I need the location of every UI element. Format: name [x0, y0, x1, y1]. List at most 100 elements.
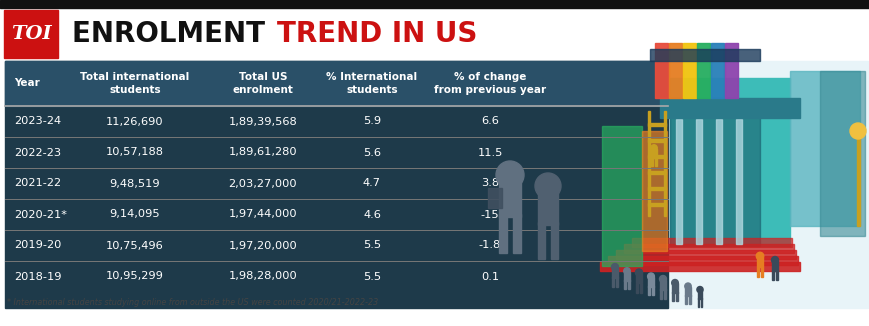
Bar — [647, 139, 666, 142]
Bar — [675, 292, 677, 301]
Bar — [647, 203, 666, 206]
Bar — [682, 43, 695, 98]
Bar — [710, 43, 723, 98]
Bar — [4, 10, 58, 58]
Text: 1,97,44,000: 1,97,44,000 — [229, 210, 297, 219]
Bar — [654, 43, 667, 98]
Circle shape — [771, 257, 778, 263]
Bar — [715, 119, 721, 244]
Bar — [498, 178, 521, 217]
Circle shape — [634, 269, 642, 276]
Bar — [635, 283, 638, 293]
Circle shape — [671, 279, 678, 286]
Bar — [631, 238, 791, 247]
Text: 5.5: 5.5 — [362, 272, 381, 281]
Text: -1.8: -1.8 — [478, 241, 501, 250]
Bar — [672, 292, 673, 301]
Text: 0.1: 0.1 — [481, 272, 499, 281]
Text: 5.9: 5.9 — [362, 116, 381, 126]
Bar — [697, 290, 701, 299]
Bar — [653, 157, 656, 166]
Text: TREND IN US: TREND IN US — [276, 20, 477, 48]
Circle shape — [647, 273, 653, 280]
Text: * International students studying online from outside the US were counted 2020/2: * International students studying online… — [7, 298, 378, 307]
Bar — [647, 277, 653, 287]
Text: 2020-21*: 2020-21* — [14, 210, 67, 219]
Text: 2023-24: 2023-24 — [14, 116, 61, 126]
Bar — [512, 214, 521, 253]
Bar — [819, 71, 864, 236]
Bar — [668, 43, 681, 98]
Bar — [685, 295, 687, 304]
Bar — [695, 119, 701, 244]
Text: 1,97,20,000: 1,97,20,000 — [229, 241, 297, 250]
Bar — [672, 284, 677, 293]
Bar — [760, 266, 762, 277]
Circle shape — [659, 275, 666, 283]
Bar — [624, 272, 629, 281]
Bar — [600, 61, 867, 308]
Bar — [0, 0, 869, 61]
Bar — [615, 250, 795, 259]
Text: 3.8: 3.8 — [481, 179, 499, 188]
Bar — [600, 262, 799, 271]
Bar — [696, 43, 709, 98]
Bar — [669, 116, 760, 246]
Bar — [735, 119, 741, 244]
Text: 10,57,188: 10,57,188 — [106, 147, 164, 157]
Circle shape — [755, 252, 763, 260]
Circle shape — [623, 268, 629, 274]
Bar — [623, 244, 793, 253]
Text: 9,48,519: 9,48,519 — [109, 179, 160, 188]
Bar — [856, 136, 859, 226]
Bar — [649, 49, 760, 61]
Bar — [5, 61, 667, 106]
Circle shape — [611, 263, 618, 271]
Bar — [675, 119, 681, 244]
Bar — [660, 280, 665, 289]
Bar — [0, 0, 869, 8]
Bar — [488, 188, 501, 208]
Text: 11.5: 11.5 — [477, 147, 502, 157]
Text: ENROLMENT: ENROLMENT — [72, 20, 275, 48]
Bar — [607, 256, 797, 265]
Bar — [647, 155, 666, 158]
Bar — [789, 71, 859, 226]
Text: 4.7: 4.7 — [362, 179, 381, 188]
Bar — [669, 78, 789, 246]
Bar — [651, 157, 653, 166]
Text: % of change
from previous year: % of change from previous year — [434, 72, 546, 95]
Text: % International
students: % International students — [326, 72, 417, 95]
Text: Year: Year — [14, 79, 40, 88]
Text: TOI: TOI — [10, 25, 51, 43]
Bar — [612, 277, 614, 287]
Bar — [772, 270, 773, 280]
Text: 2,03,27,000: 2,03,27,000 — [229, 179, 297, 188]
Circle shape — [849, 123, 865, 139]
Bar — [697, 298, 699, 307]
Text: 1,98,28,000: 1,98,28,000 — [229, 272, 297, 281]
Bar — [685, 287, 690, 296]
Bar — [612, 268, 617, 277]
Bar — [651, 286, 653, 295]
Bar — [724, 43, 737, 98]
Text: 5.5: 5.5 — [362, 241, 381, 250]
Text: 1,89,61,280: 1,89,61,280 — [229, 147, 297, 157]
Text: 11,26,690: 11,26,690 — [106, 116, 163, 126]
Bar — [550, 222, 558, 259]
Text: 2019-20: 2019-20 — [14, 241, 62, 250]
Text: 2018-19: 2018-19 — [14, 272, 62, 281]
Bar — [756, 266, 759, 277]
Bar — [635, 273, 641, 283]
Bar — [537, 189, 558, 225]
Bar — [756, 257, 762, 267]
Text: 1,89,39,568: 1,89,39,568 — [229, 116, 297, 126]
Bar — [660, 289, 661, 299]
Circle shape — [696, 287, 702, 293]
Circle shape — [534, 173, 561, 199]
Bar — [688, 295, 690, 304]
Circle shape — [495, 161, 523, 189]
Text: 2021-22: 2021-22 — [14, 179, 61, 188]
Bar — [498, 214, 507, 253]
Bar — [700, 298, 701, 307]
